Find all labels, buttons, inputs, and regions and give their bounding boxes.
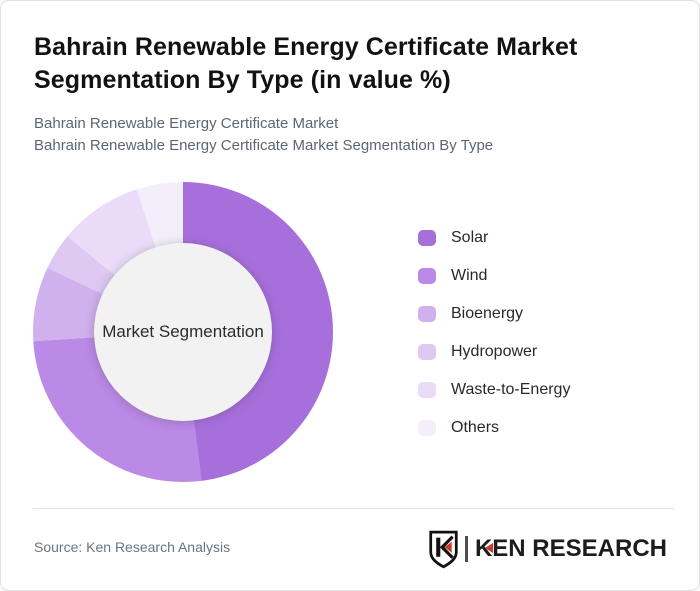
ken-research-logo: K EN RESEARCH [428,528,667,570]
logo-red-triangle-icon [485,543,494,553]
logo-wordmark: K EN RESEARCH [475,535,667,563]
logo-wordmark-rest: EN RESEARCH [492,535,667,562]
legend-swatch [418,306,436,322]
legend-label: Bioenergy [451,305,524,322]
legend-swatch [418,230,436,246]
legend-swatch [418,268,436,284]
source-text: Source: Ken Research Analysis [34,539,231,555]
legend-label: Solar [451,229,489,246]
legend-swatch [418,420,436,436]
legend: Solar Wind Bioenergy Hydropower Waste-to… [418,229,571,436]
legend-item: Bioenergy [418,305,570,322]
legend-label: Wind [451,267,488,284]
donut-chart: Market Segmentation [33,182,333,482]
donut-center: Market Segmentation [94,243,272,421]
ken-shield-logo-icon [429,530,458,568]
subtitle-line-1: Bahrain Renewable Energy Certificate Mar… [34,115,339,132]
donut-center-label: Market Segmentation [102,322,264,341]
legend-label: Hydropower [451,343,538,360]
logo-separator-bar [464,536,468,562]
legend-label: Others [451,419,500,436]
logo-wordmark-k: K [474,535,494,562]
subtitle-line-2: Bahrain Renewable Energy Certificate Mar… [34,136,494,154]
legend-item: Wind [418,267,570,284]
footer-divider [33,508,674,509]
legend-item: Hydropower [418,343,570,360]
legend-swatch [418,382,436,398]
legend-item: Waste-to-Energy [418,381,571,398]
legend-label: Waste-to-Energy [451,381,571,398]
legend-item: Solar [418,229,570,246]
legend-swatch [418,344,436,360]
chart-subtitle: Bahrain Renewable Energy Certificate Mar… [34,113,493,156]
page-title: Bahrain Renewable Energy Certificate Mar… [34,33,578,94]
legend-item: Others [418,419,570,436]
